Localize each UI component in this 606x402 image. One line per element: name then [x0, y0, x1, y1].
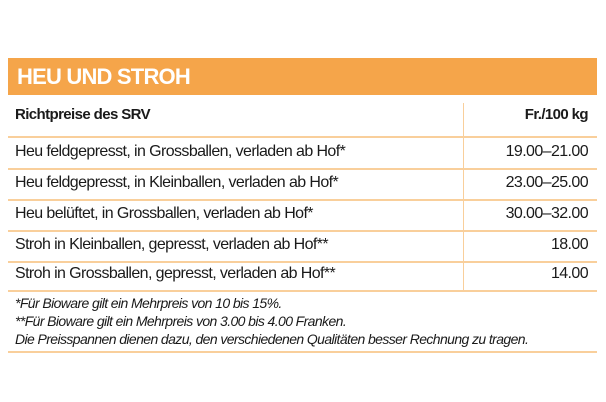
table-row: Heu feldgepresst, in Kleinballen, verlad… [8, 169, 597, 201]
table-title: HEU UND STROH [17, 64, 191, 89]
row-price: 23.00–25.00 [505, 174, 589, 191]
row-price: 18.00 [550, 236, 589, 253]
footnote: *Für Bioware gilt ein Mehrpreis von 10 b… [15, 295, 282, 311]
row-price: 14.00 [550, 265, 589, 282]
row-label: Heu belüftet, in Grossballen, verladen a… [15, 205, 314, 222]
footnotes: *Für Bioware gilt ein Mehrpreis von 10 b… [15, 294, 529, 348]
table-header: Richtpreise des SRV Fr./100 kg [8, 95, 597, 138]
table-row: Stroh in Kleinballen, gepresst, verladen… [8, 231, 597, 263]
row-label: Stroh in Grossballen, gepresst, verladen… [15, 265, 336, 282]
column-divider [463, 103, 464, 292]
header-unit: Fr./100 kg [524, 106, 589, 123]
bottom-rule [8, 351, 597, 353]
row-label: Heu feldgepresst, in Grossballen, verlad… [15, 143, 346, 160]
row-price: 19.00–21.00 [505, 143, 589, 160]
row-price: 30.00–32.00 [505, 205, 589, 222]
footnote: Die Preisspannen dienen dazu, den versch… [15, 331, 529, 347]
table-title-bar: HEU UND STROH [8, 58, 597, 95]
table-row: Stroh in Grossballen, gepresst, verladen… [8, 260, 597, 292]
row-label: Heu feldgepresst, in Kleinballen, verlad… [15, 174, 339, 191]
row-label: Stroh in Kleinballen, gepresst, verladen… [15, 236, 329, 253]
table-row: Heu feldgepresst, in Grossballen, verlad… [8, 138, 597, 170]
header-label: Richtpreise des SRV [15, 106, 151, 123]
table-row: Heu belüftet, in Grossballen, verladen a… [8, 200, 597, 232]
footnote: **Für Bioware gilt ein Mehrpreis von 3.0… [15, 313, 347, 329]
